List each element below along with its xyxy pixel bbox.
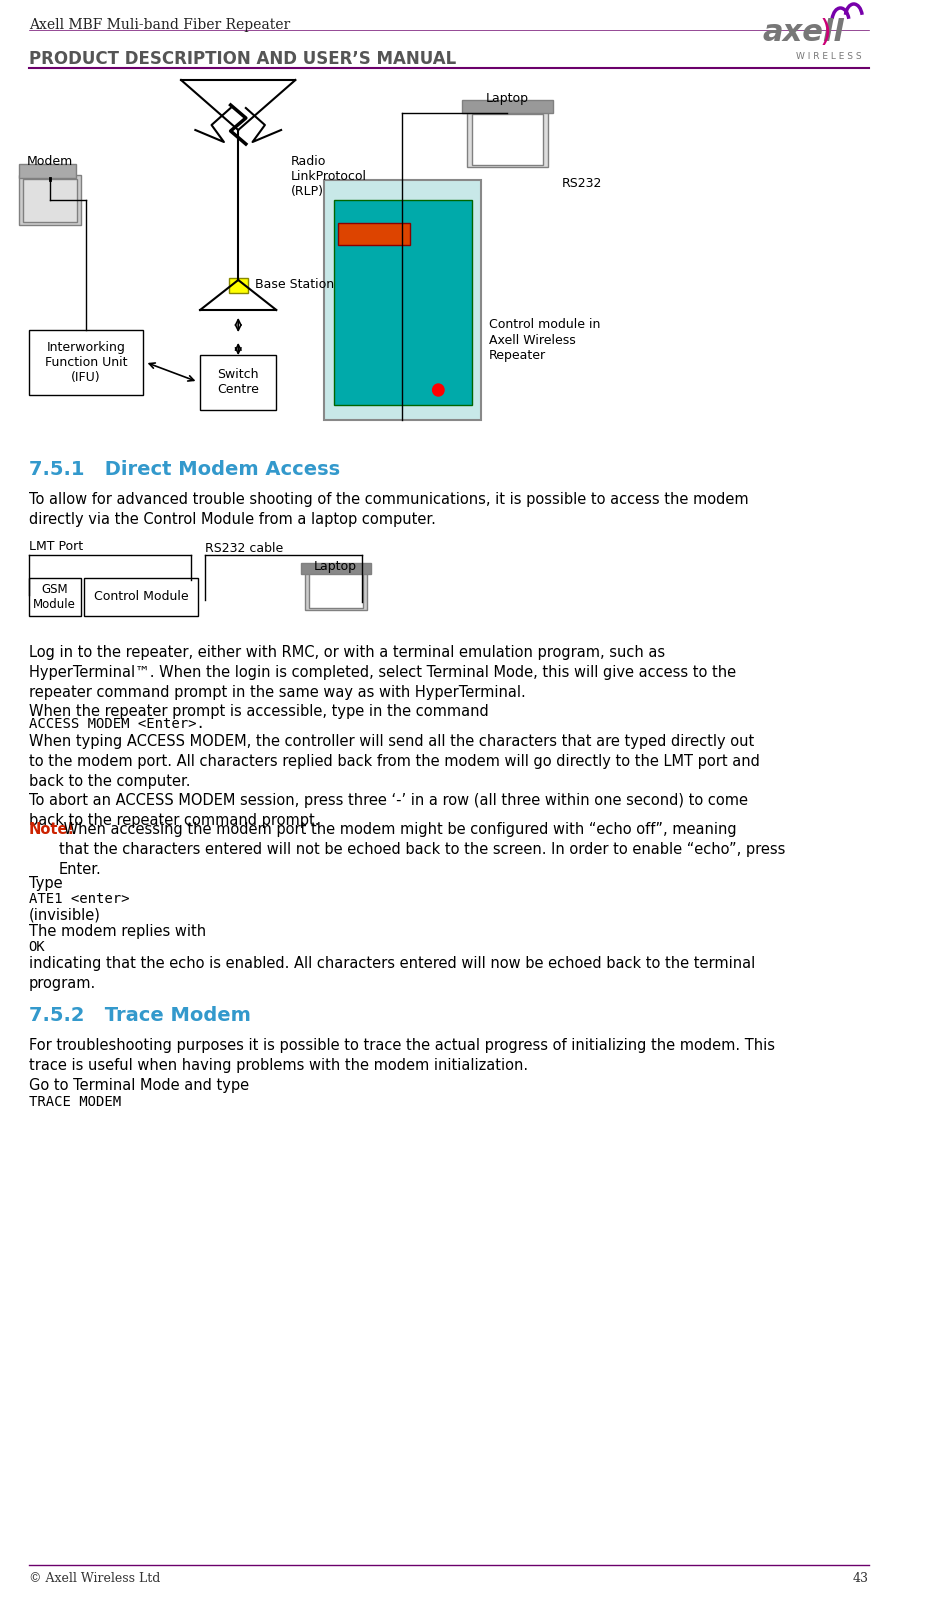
Text: Control Module: Control Module (93, 590, 188, 603)
Text: 43: 43 (853, 1571, 869, 1586)
Text: 7.5.1   Direct Modem Access: 7.5.1 Direct Modem Access (28, 461, 340, 478)
Circle shape (432, 384, 444, 395)
Text: Switch
Centre: Switch Centre (218, 368, 259, 395)
Text: RS232: RS232 (562, 178, 603, 190)
FancyBboxPatch shape (84, 578, 198, 616)
Text: OK: OK (28, 939, 45, 954)
Text: Interworking
Function Unit
(IFU): Interworking Function Unit (IFU) (44, 341, 127, 384)
FancyBboxPatch shape (467, 109, 548, 166)
FancyBboxPatch shape (28, 578, 81, 616)
FancyBboxPatch shape (305, 568, 366, 610)
Text: ): ) (820, 18, 832, 46)
Text: Control module in
Axell Wireless
Repeater: Control module in Axell Wireless Repeate… (489, 318, 600, 362)
Text: 7.5.2   Trace Modem: 7.5.2 Trace Modem (28, 1006, 251, 1026)
FancyBboxPatch shape (28, 330, 143, 395)
Text: Base Station: Base Station (255, 278, 334, 291)
FancyBboxPatch shape (472, 114, 544, 165)
Text: When typing ACCESS MODEM, the controller will send all the characters that are t: When typing ACCESS MODEM, the controller… (28, 734, 759, 829)
Text: axell: axell (762, 18, 844, 46)
Text: Radio
LinkProtocol
(RLP): Radio LinkProtocol (RLP) (291, 155, 366, 198)
FancyBboxPatch shape (229, 278, 248, 293)
Text: The modem replies with: The modem replies with (28, 925, 205, 939)
Text: Note!: Note! (28, 822, 74, 837)
Text: Laptop: Laptop (314, 560, 357, 573)
Text: (invisible): (invisible) (28, 909, 101, 923)
Text: Log in to the repeater, either with RMC, or with a terminal emulation program, s: Log in to the repeater, either with RMC,… (28, 645, 736, 720)
FancyBboxPatch shape (463, 99, 553, 114)
Text: To allow for advanced trouble shooting of the communications, it is possible to : To allow for advanced trouble shooting o… (28, 493, 748, 526)
Text: When accessing the modem port the modem might be configured with “echo off”, mea: When accessing the modem port the modem … (59, 822, 786, 877)
Text: © Axell Wireless Ltd: © Axell Wireless Ltd (28, 1571, 160, 1586)
Text: Axell MBF Muli-band Fiber Repeater: Axell MBF Muli-band Fiber Repeater (28, 18, 290, 32)
Text: indicating that the echo is enabled. All characters entered will now be echoed b: indicating that the echo is enabled. All… (28, 955, 755, 990)
FancyBboxPatch shape (19, 174, 81, 226)
Text: ATE1 <enter>: ATE1 <enter> (28, 893, 129, 906)
FancyBboxPatch shape (333, 200, 472, 405)
Text: RS232 cable: RS232 cable (204, 542, 284, 555)
FancyBboxPatch shape (19, 165, 76, 178)
Text: ACCESS MODEM <Enter>.: ACCESS MODEM <Enter>. (28, 717, 204, 731)
Text: Modem: Modem (26, 155, 73, 168)
FancyBboxPatch shape (338, 222, 410, 245)
Text: GSM
Module: GSM Module (33, 582, 75, 611)
Text: LMT Port: LMT Port (28, 541, 83, 554)
FancyBboxPatch shape (301, 563, 370, 574)
Text: Laptop: Laptop (485, 91, 528, 106)
Text: PRODUCT DESCRIPTION AND USER’S MANUAL: PRODUCT DESCRIPTION AND USER’S MANUAL (28, 50, 456, 67)
Text: For troubleshooting purposes it is possible to trace the actual progress of init: For troubleshooting purposes it is possi… (28, 1038, 774, 1093)
Text: TRACE MODEM: TRACE MODEM (28, 1094, 121, 1109)
Text: Type: Type (28, 877, 62, 891)
FancyBboxPatch shape (200, 355, 276, 410)
FancyBboxPatch shape (309, 573, 363, 608)
FancyBboxPatch shape (23, 179, 77, 222)
Text: W I R E L E S S: W I R E L E S S (796, 51, 861, 61)
FancyBboxPatch shape (324, 179, 481, 419)
